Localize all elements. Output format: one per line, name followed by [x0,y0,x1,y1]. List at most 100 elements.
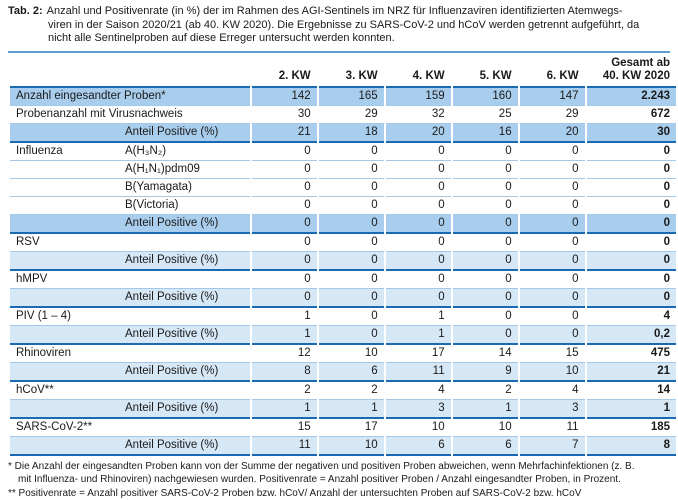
value-cell-week: 10 [386,419,451,437]
value-cell-week: 0 [453,161,518,179]
row-label-cell: B(Victoria) [10,197,250,215]
value-cell-week: 1 [386,308,451,326]
row-label-cell: Anteil Positive (%) [10,400,250,419]
value-cell-week: 0 [319,143,384,161]
value-cell-week: 10 [453,419,518,437]
caption-text: nicht alle Sentinelproben auf diese Erre… [48,32,395,44]
value-cell-week: 1 [453,400,518,419]
value-cell-week: 0 [386,271,451,289]
value-cell-week: 0 [319,326,384,345]
value-cell-week: 0 [520,326,585,345]
value-cell-week: 1 [252,326,317,345]
caption-text: Anzahl und Positivenrate (in %) der im R… [47,5,623,17]
value-cell-week: 29 [520,106,585,124]
value-cell-week: 21 [252,124,317,143]
value-cell-week: 0 [319,197,384,215]
caption-text: viren in der Saison 2020/21 (ab 40. KW 2… [48,19,639,31]
value-cell-week: 0 [520,234,585,252]
footnote-line: ** Positivenrate = Anzahl positiver SARS… [8,487,672,500]
row-sub-label: Anteil Positive (%) [125,328,218,340]
row-category-label: hCoV** [16,383,125,398]
value-cell-week: 0 [319,289,384,308]
value-cell-week: 0 [386,161,451,179]
row-category-label: hMPV [16,272,125,287]
value-cell-week: 11 [386,363,451,382]
value-cell-week: 0 [319,271,384,289]
value-cell-week: 0 [319,234,384,252]
value-cell-total: 0 [587,143,676,161]
caption-divider-rule [8,51,670,53]
value-cell-total: 0 [587,252,676,271]
value-cell-week: 0 [252,289,317,308]
corner-cell [10,54,250,88]
value-cell-week: 10 [319,437,384,456]
value-cell-week: 0 [520,179,585,197]
value-cell-week: 10 [319,345,384,363]
value-cell-week: 6 [453,437,518,456]
caption-line: viren in der Saison 2020/21 (ab 40. KW 2… [8,19,672,33]
value-cell-week: 0 [252,215,317,234]
value-cell-week: 0 [252,179,317,197]
value-cell-week: 142 [252,88,317,106]
row-sub-label: Anteil Positive (%) [125,439,218,451]
value-cell-week: 6 [386,437,451,456]
value-cell-week: 14 [453,345,518,363]
table-caption: Tab. 2:Anzahl und Positivenrate (in %) d… [8,5,672,46]
value-cell-week: 17 [386,345,451,363]
column-header-week: 5. KW [453,54,518,88]
value-cell-week: 147 [520,88,585,106]
value-cell-week: 25 [453,106,518,124]
value-cell-week: 0 [252,234,317,252]
value-cell-week: 3 [386,400,451,419]
value-cell-week: 6 [319,363,384,382]
value-cell-week: 18 [319,124,384,143]
value-cell-week: 0 [453,143,518,161]
caption-line: Tab. 2:Anzahl und Positivenrate (in %) d… [8,5,672,19]
value-cell-week: 0 [252,143,317,161]
value-cell-total: 0 [587,197,676,215]
column-header-week: 4. KW [386,54,451,88]
value-cell-total: 0,2 [587,326,676,345]
value-cell-total: 14 [587,382,676,400]
value-cell-week: 15 [252,419,317,437]
value-cell-week: 0 [386,197,451,215]
column-header-week: 2. KW [252,54,317,88]
value-cell-week: 2 [252,382,317,400]
value-cell-week: 0 [319,179,384,197]
value-cell-week: 9 [453,363,518,382]
footnote-line: * Die Anzahl der eingesandten Proben kan… [8,460,672,474]
value-cell-week: 32 [386,106,451,124]
row-label-cell: A(H₁N₁)pdm09 [10,161,250,179]
row-sub-label: Anteil Positive (%) [125,254,218,266]
row-category-label: Anzahl eingesandter Proben* [16,89,166,104]
value-cell-week: 160 [453,88,518,106]
row-label-cell: Anteil Positive (%) [10,326,250,345]
value-cell-week: 0 [386,179,451,197]
value-cell-week: 0 [453,215,518,234]
row-category-label: Influenza [16,144,125,159]
value-cell-week: 0 [520,161,585,179]
value-cell-week: 0 [453,252,518,271]
row-label-cell: Anteil Positive (%) [10,437,250,456]
value-cell-week: 0 [319,215,384,234]
value-cell-total: 4 [587,308,676,326]
value-cell-week: 10 [520,363,585,382]
row-sub-label: Anteil Positive (%) [125,402,218,414]
value-cell-week: 0 [520,252,585,271]
row-label-cell: PIV (1 – 4) [10,308,250,326]
value-cell-week: 2 [453,382,518,400]
